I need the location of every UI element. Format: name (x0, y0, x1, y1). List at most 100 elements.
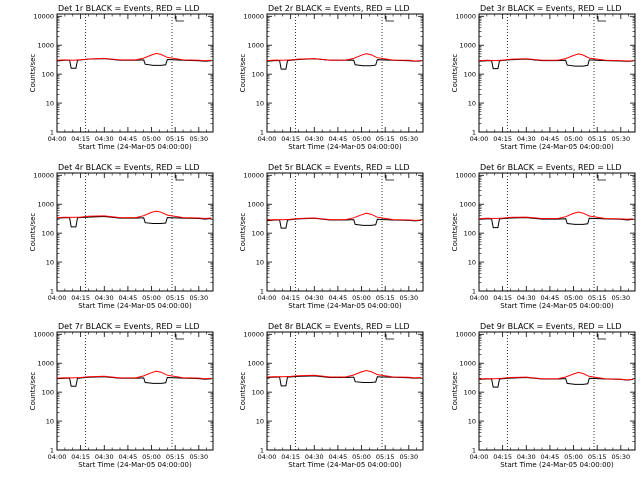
lld-series-line (56, 52, 212, 62)
events-series-line (266, 375, 422, 387)
x-tick-label: 04:15 (493, 453, 512, 461)
y-axis-label: Counts/sec (451, 213, 459, 252)
x-tick-label: 05:00 (352, 294, 371, 302)
panel-title: Det 2r BLACK = Events, RED = LLD (268, 4, 410, 13)
lld-series-line (266, 53, 422, 62)
x-tick-label: 05:30 (399, 453, 418, 461)
lld-series-line (478, 53, 634, 62)
x-tick-label: 05:15 (376, 135, 395, 143)
x-tick-label: 04:30 (517, 453, 536, 461)
x-tick-label: 04:15 (493, 135, 512, 143)
x-tick-label: 05:15 (166, 294, 185, 302)
x-tick-label: 04:30 (305, 294, 324, 302)
plot-frame (56, 13, 214, 133)
plot-frame (478, 13, 636, 133)
detector-panel-3: 1 10 100 1000 10000 04:00 04:15 04:30 04:45 05:00… (451, 4, 636, 151)
x-tick-label: 04:30 (305, 135, 324, 143)
y-tick-label: 100 (464, 229, 476, 237)
panel-title: Det 9r BLACK = Events, RED = LLD (480, 322, 622, 331)
y-tick-label: 100 (42, 388, 54, 396)
y-tick-label: 10 (256, 258, 264, 266)
x-tick-label: 04:45 (119, 294, 138, 302)
y-tick-label: 1000 (247, 42, 264, 50)
y-tick-label: 10000 (243, 13, 264, 21)
detector-panel-1: 1 10 100 1000 10000 04:00 04:15 04:30 04:45 05:00… (29, 4, 214, 151)
x-tick-label: 04:00 (470, 135, 489, 143)
x-tick-label: 05:00 (564, 294, 583, 302)
x-tick-label: 04:00 (470, 294, 489, 302)
panel-title: Det 1r BLACK = Events, RED = LLD (58, 4, 200, 13)
y-axis-label: Counts/sec (451, 54, 459, 93)
detector-panel-6: 1 10 100 1000 10000 04:00 04:15 04:30 04:45 05:00… (451, 163, 636, 310)
detector-panel-2: 1 10 100 1000 10000 04:00 04:15 04:30 04:45 05:00… (239, 4, 424, 151)
x-tick-label: 05:00 (142, 135, 161, 143)
lld-series-line (56, 210, 212, 220)
x-tick-label: 04:30 (517, 294, 536, 302)
interval-marker (385, 334, 395, 340)
y-tick-label: 10000 (243, 331, 264, 339)
panel-title: Det 5r BLACK = Events, RED = LLD (268, 163, 410, 172)
interval-marker (597, 16, 607, 22)
x-tick-label: 04:45 (541, 135, 560, 143)
y-tick-label: 1 (472, 446, 476, 454)
x-tick-label: 04:00 (258, 294, 277, 302)
lld-series-line (266, 212, 422, 221)
x-tick-label: 05:30 (189, 453, 208, 461)
x-tick-label: 05:30 (611, 453, 630, 461)
panel-title: Det 4r BLACK = Events, RED = LLD (58, 163, 200, 172)
x-tick-label: 05:00 (142, 294, 161, 302)
interval-marker (597, 334, 607, 340)
interval-marker (175, 16, 185, 22)
y-tick-label: 10000 (33, 331, 54, 339)
plot-frame (56, 331, 214, 451)
plot-frame (266, 331, 424, 451)
panel-title: Det 7r BLACK = Events, RED = LLD (58, 322, 200, 331)
x-tick-label: 04:45 (329, 453, 348, 461)
y-tick-label: 10 (468, 417, 476, 425)
y-tick-label: 10 (468, 99, 476, 107)
lld-series-line (56, 370, 212, 380)
y-axis-label: Counts/sec (29, 54, 37, 93)
x-axis-label: Start Time (24-Mar-05 04:00:00) (78, 461, 192, 469)
y-tick-label: 1 (260, 128, 264, 136)
x-tick-label: 04:00 (48, 135, 67, 143)
y-axis-label: Counts/sec (29, 372, 37, 411)
x-tick-label: 05:15 (588, 294, 607, 302)
plot-frame (56, 172, 214, 292)
panel-title: Det 3r BLACK = Events, RED = LLD (480, 4, 622, 13)
y-tick-label: 100 (252, 229, 264, 237)
events-series-line (56, 376, 212, 387)
y-tick-label: 10 (46, 99, 54, 107)
x-axis-label: Start Time (24-Mar-05 04:00:00) (78, 143, 192, 151)
x-tick-label: 04:15 (71, 294, 90, 302)
events-series-line (478, 58, 634, 70)
y-tick-label: 1000 (247, 360, 264, 368)
y-tick-label: 1 (50, 446, 54, 454)
x-tick-label: 04:00 (48, 294, 67, 302)
x-tick-label: 05:15 (376, 294, 395, 302)
detector-panel-4: 1 10 100 1000 10000 04:00 04:15 04:30 04:45 05:00… (29, 163, 214, 310)
y-tick-label: 10000 (455, 331, 476, 339)
y-tick-label: 1 (260, 287, 264, 295)
y-tick-label: 100 (42, 229, 54, 237)
x-tick-label: 05:00 (564, 453, 583, 461)
detector-panel-5: 1 10 100 1000 10000 04:00 04:15 04:30 04:45 05:00… (239, 163, 424, 310)
x-tick-label: 05:15 (588, 453, 607, 461)
y-axis-label: Counts/sec (239, 54, 247, 93)
x-tick-label: 05:30 (189, 294, 208, 302)
x-tick-label: 05:00 (352, 453, 371, 461)
events-series-line (478, 217, 634, 229)
y-tick-label: 10000 (33, 13, 54, 21)
y-tick-label: 1 (50, 128, 54, 136)
x-axis-label: Start Time (24-Mar-05 04:00:00) (288, 143, 402, 151)
lld-series-line (478, 211, 634, 220)
x-tick-label: 04:45 (329, 135, 348, 143)
x-axis-label: Start Time (24-Mar-05 04:00:00) (500, 461, 614, 469)
panel-title: Det 6r BLACK = Events, RED = LLD (480, 163, 622, 172)
y-tick-label: 100 (464, 388, 476, 396)
interval-marker (175, 175, 185, 181)
x-axis-label: Start Time (24-Mar-05 04:00:00) (78, 302, 192, 310)
x-tick-label: 04:00 (258, 135, 277, 143)
x-axis-label: Start Time (24-Mar-05 04:00:00) (500, 143, 614, 151)
y-tick-label: 100 (252, 388, 264, 396)
